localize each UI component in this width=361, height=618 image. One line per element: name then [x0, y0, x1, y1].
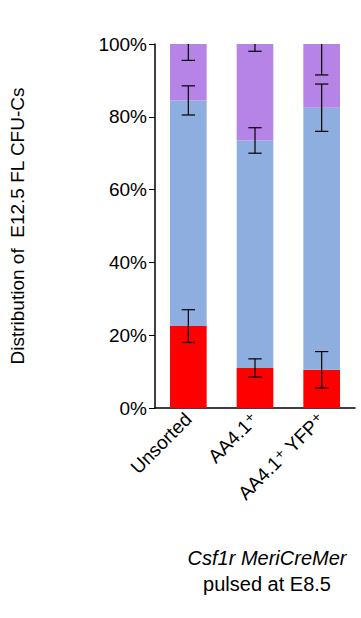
svg-text:0%: 0%	[120, 398, 148, 419]
svg-text:pulsed at E8.5: pulsed at E8.5	[203, 573, 331, 595]
svg-text:100%: 100%	[98, 34, 147, 55]
svg-text:20%: 20%	[109, 325, 147, 346]
svg-text:60%: 60%	[109, 179, 147, 200]
svg-text:Unsorted: Unsorted	[126, 409, 195, 478]
svg-text:AA4.1⁺: AA4.1⁺	[204, 409, 263, 468]
svg-text:Csf1r MeriCreMer: Csf1r MeriCreMer	[188, 547, 348, 569]
svg-text:80%: 80%	[109, 106, 147, 127]
svg-text:Distribution of E12.5 FL CFU-: Distribution of E12.5 FL CFU-Cs	[7, 88, 28, 365]
svg-text:AA4.1⁺ YFP⁺: AA4.1⁺ YFP⁺	[234, 409, 329, 504]
svg-text:40%: 40%	[109, 252, 147, 273]
